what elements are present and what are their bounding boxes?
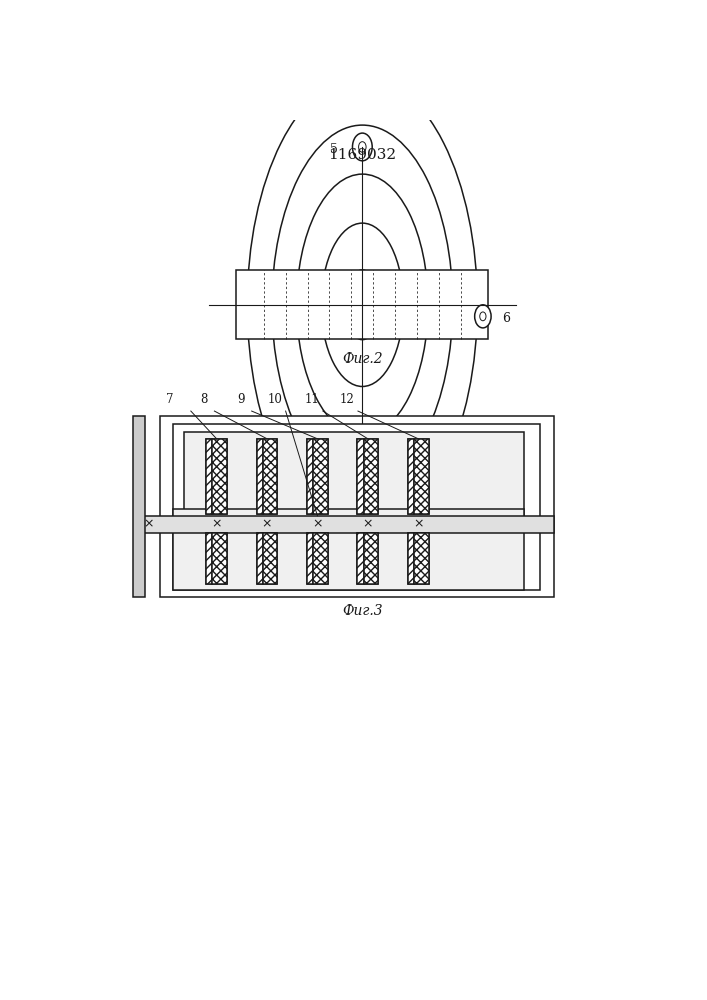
Text: 12: 12 [339,393,354,406]
Text: 7: 7 [165,393,173,406]
Bar [358,533,378,584]
Bar [185,432,524,524]
Bar [263,533,277,584]
Bar [160,416,554,597]
Bar [358,533,363,584]
Bar [313,533,328,584]
Text: ×: × [211,518,222,531]
Circle shape [353,133,372,161]
Circle shape [474,305,491,328]
Bar [358,439,378,514]
Text: 9: 9 [237,393,245,406]
Bar [307,439,313,514]
Bar [206,439,212,514]
Bar [414,439,428,514]
Bar [257,439,277,514]
Bar [173,509,524,590]
Bar [358,439,363,514]
Bar [414,533,428,584]
Text: 10: 10 [267,393,282,406]
Bar [257,533,263,584]
Text: Фиг.2: Фиг.2 [342,352,382,366]
Text: ×: × [413,518,423,531]
Bar [206,439,227,514]
Bar [408,439,414,514]
Bar [257,533,277,584]
Text: 5: 5 [329,143,338,156]
Bar [408,533,428,584]
Bar [257,439,263,514]
Bar [141,516,554,533]
Text: ×: × [262,518,272,531]
Text: ×: × [144,518,154,531]
Bar [363,533,378,584]
Bar [206,533,212,584]
Text: 6: 6 [502,312,510,325]
Text: 8: 8 [200,393,207,406]
Bar [173,424,540,590]
Circle shape [480,312,486,321]
Bar [206,533,227,584]
Text: ×: × [363,518,373,531]
Text: Фиг.3: Фиг.3 [342,604,382,618]
Bar [236,270,489,339]
Bar [212,439,227,514]
Text: 11: 11 [305,393,320,406]
Bar [307,533,328,584]
Text: ×: × [312,518,322,531]
Bar [363,439,378,514]
Bar [307,533,313,584]
Bar [212,533,227,584]
Bar [408,533,414,584]
Bar [134,416,146,597]
Bar [307,439,328,514]
Bar [263,439,277,514]
Text: 1169032: 1169032 [328,148,397,162]
Bar [313,439,328,514]
Circle shape [358,142,366,152]
Bar [408,439,428,514]
